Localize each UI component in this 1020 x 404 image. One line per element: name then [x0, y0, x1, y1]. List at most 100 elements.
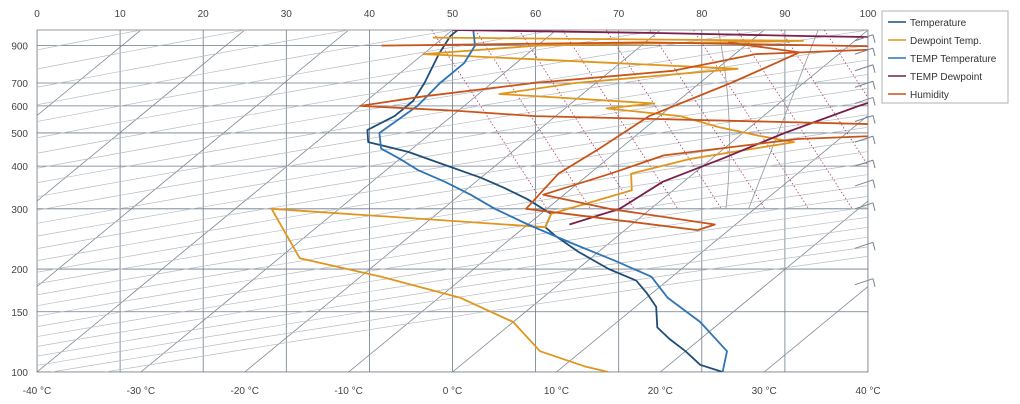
legend-label: TEMP Dewpoint: [910, 72, 982, 83]
mixing-ratio-line: [824, 30, 868, 99]
isotherm-line: [244, 30, 661, 372]
isotherm-line: [763, 285, 868, 372]
mixing-ratio-line: [475, 30, 591, 210]
bottom-axis-tick: 10 °C: [544, 386, 569, 397]
wind-barb: [854, 47, 874, 55]
dry-adiabat: [37, 226, 868, 357]
dry-adiabat: [37, 30, 453, 106]
left-axis-tick: 200: [11, 265, 28, 276]
series-temp-temperature: [378, 30, 728, 372]
mixing-ratio-line: [780, 30, 868, 167]
dry-adiabat: [37, 30, 765, 154]
left-axis-tick: 400: [11, 162, 28, 173]
dry-adiabat: [37, 114, 868, 249]
dry-adiabat: [37, 216, 868, 347]
wind-barb: [872, 202, 876, 211]
dry-adiabat: [37, 139, 868, 273]
top-axis-tick: 30: [281, 9, 293, 20]
wind-barb: [854, 202, 874, 210]
isotherm-line: [37, 30, 453, 372]
wind-barb: [872, 64, 876, 73]
wind-barb: [872, 97, 876, 106]
moist-adiabat: [717, 30, 730, 209]
bottom-axis-tick: 0 °C: [443, 386, 463, 397]
wind-barb: [872, 136, 876, 145]
wind-barb: [872, 81, 876, 90]
left-axis-tick: 700: [11, 79, 28, 90]
isotherm-line: [37, 30, 142, 117]
bottom-axis-tick: 20 °C: [648, 386, 673, 397]
legend-label: TEMP Temperature: [910, 54, 997, 65]
top-axis-tick: 50: [447, 9, 459, 20]
left-axis-tick: 900: [11, 42, 28, 53]
wind-barb: [872, 48, 876, 57]
left-axis-tick: 500: [11, 129, 28, 140]
mixing-ratio-line: [693, 30, 809, 210]
left-axis-tick: 150: [11, 308, 28, 319]
dry-adiabat: [37, 30, 349, 88]
dry-adiabat: [37, 185, 868, 317]
dry-adiabat: [37, 206, 868, 337]
wind-barb: [854, 135, 874, 143]
left-axis-tick: 600: [11, 102, 28, 113]
top-axis-tick: 20: [198, 9, 210, 20]
left-axis-tick: 100: [11, 368, 28, 379]
mixing-ratio-line: [736, 30, 853, 210]
dry-adiabat: [37, 30, 661, 139]
isotherm-line: [140, 30, 557, 372]
bottom-axis-tick: -40 °C: [23, 386, 51, 397]
bottom-axis-tick: -20 °C: [231, 386, 259, 397]
legend-label: Dewpoint Temp.: [910, 36, 982, 47]
dry-adiabat: [37, 151, 868, 285]
legend-label: Temperature: [910, 18, 967, 29]
left-axis-tick: 300: [11, 205, 28, 216]
wind-barb: [854, 241, 874, 249]
dry-adiabat: [37, 126, 868, 262]
wind-barb: [872, 242, 876, 251]
wind-barbs: [854, 34, 876, 287]
wind-barb: [854, 96, 874, 104]
wind-barb: [872, 179, 876, 189]
wind-barb: [872, 115, 876, 124]
dry-adiabat: [37, 196, 868, 327]
series-humidity: [359, 41, 868, 231]
dry-adiabat: [37, 73, 868, 211]
dry-adiabat: [37, 30, 245, 70]
bottom-axis-tick: 40 °C: [855, 386, 880, 397]
top-axis-tick: 40: [364, 9, 376, 20]
wind-barb: [854, 278, 874, 286]
top-axis-tick: 10: [115, 9, 127, 20]
isotherm-line: [659, 200, 868, 372]
wind-barb: [872, 159, 876, 169]
dry-adiabat: [37, 174, 868, 307]
legend-box: [881, 10, 1009, 104]
isotherm-line: [452, 30, 868, 372]
bottom-axis-tick: -10 °C: [334, 386, 362, 397]
series-temperature: [366, 30, 723, 372]
wind-barb: [854, 115, 874, 122]
isotherm-line: [556, 114, 868, 372]
legend-label: Humidity: [910, 90, 949, 101]
isotherm-line: [37, 30, 246, 202]
mixing-ratio-line: [431, 30, 548, 210]
wind-barb: [854, 34, 874, 42]
top-axis-tick: 90: [779, 9, 791, 20]
wind-barb: [854, 64, 874, 72]
wind-barb: [854, 179, 874, 187]
top-axis-tick: 0: [34, 9, 40, 20]
top-axis-tick: 70: [613, 9, 625, 20]
dry-adiabat: [37, 101, 868, 237]
dry-adiabat: [37, 30, 868, 169]
bottom-axis-tick: 30 °C: [752, 386, 777, 397]
wind-barb: [872, 278, 876, 287]
wind-barb: [872, 34, 876, 43]
wind-barb: [854, 80, 874, 88]
series-layer: [270, 30, 868, 372]
mixing-ratio-line: [562, 30, 679, 210]
bottom-axis-tick: -30 °C: [127, 386, 155, 397]
isotherm-line: [37, 30, 349, 288]
isotherm-line: [348, 30, 765, 372]
dry-adiabat: [37, 30, 557, 122]
